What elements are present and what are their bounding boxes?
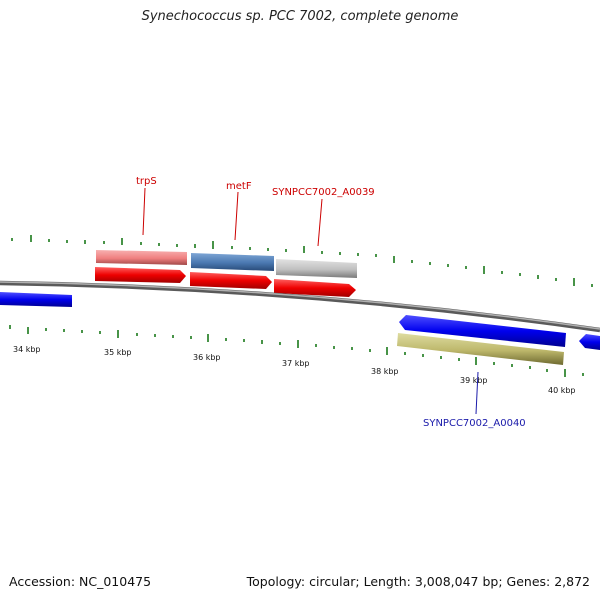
leader-metF xyxy=(234,191,239,241)
gene-labels: trpS metF SYNPCC7002_A0039 SYNPCC7002_A0… xyxy=(136,176,526,429)
genome-summary-text: Topology: circular; Length: 3,008,047 bp… xyxy=(246,574,590,589)
tick-label-38kbp: 38 kbp xyxy=(371,367,399,376)
leader-a0040 xyxy=(475,371,479,415)
tick-label-35kbp: 35 kbp xyxy=(104,348,132,357)
forward-cds-track xyxy=(95,267,356,297)
leader-a0039 xyxy=(317,198,323,247)
tick-label-39kbp: 39 kbp xyxy=(460,376,488,385)
tick-label-37kbp: 37 kbp xyxy=(282,359,310,368)
feature-trpS[interactable] xyxy=(96,250,187,265)
cds-a0039-arrow[interactable] xyxy=(274,279,356,297)
feature-a0039[interactable] xyxy=(276,259,357,278)
feature-track xyxy=(96,250,357,278)
reverse-cds-track xyxy=(0,292,600,350)
feature-a0040[interactable] xyxy=(397,333,564,365)
tick-label-40kbp: 40 kbp xyxy=(548,386,576,395)
cds-trpS-arrow[interactable] xyxy=(95,267,186,283)
cds-reverse-right[interactable] xyxy=(579,334,600,350)
tick-label-36kbp: 36 kbp xyxy=(193,353,221,362)
genome-backbone xyxy=(0,280,600,333)
label-a0040[interactable]: SYNPCC7002_A0040 xyxy=(423,418,526,429)
feature-metF[interactable] xyxy=(191,253,274,271)
label-a0039[interactable]: SYNPCC7002_A0039 xyxy=(272,187,375,198)
cds-metF-arrow[interactable] xyxy=(190,272,272,289)
cds-a0040-arrow[interactable] xyxy=(399,315,566,347)
scale-labels: 34 kbp 35 kbp 36 kbp 37 kbp 38 kbp 39 kb… xyxy=(13,345,576,395)
leader-trpS xyxy=(142,187,146,236)
outer-tick-track xyxy=(11,235,593,287)
inner-tick-track xyxy=(9,325,584,377)
tick-label-34kbp: 34 kbp xyxy=(13,345,41,354)
label-metF[interactable]: metF xyxy=(226,181,252,192)
cds-reverse-left[interactable] xyxy=(0,292,72,307)
accession-text: Accession: NC_010475 xyxy=(9,574,152,589)
map-title: Synechococcus sp. PCC 7002, complete gen… xyxy=(141,9,459,24)
label-trpS[interactable]: trpS xyxy=(136,176,157,187)
